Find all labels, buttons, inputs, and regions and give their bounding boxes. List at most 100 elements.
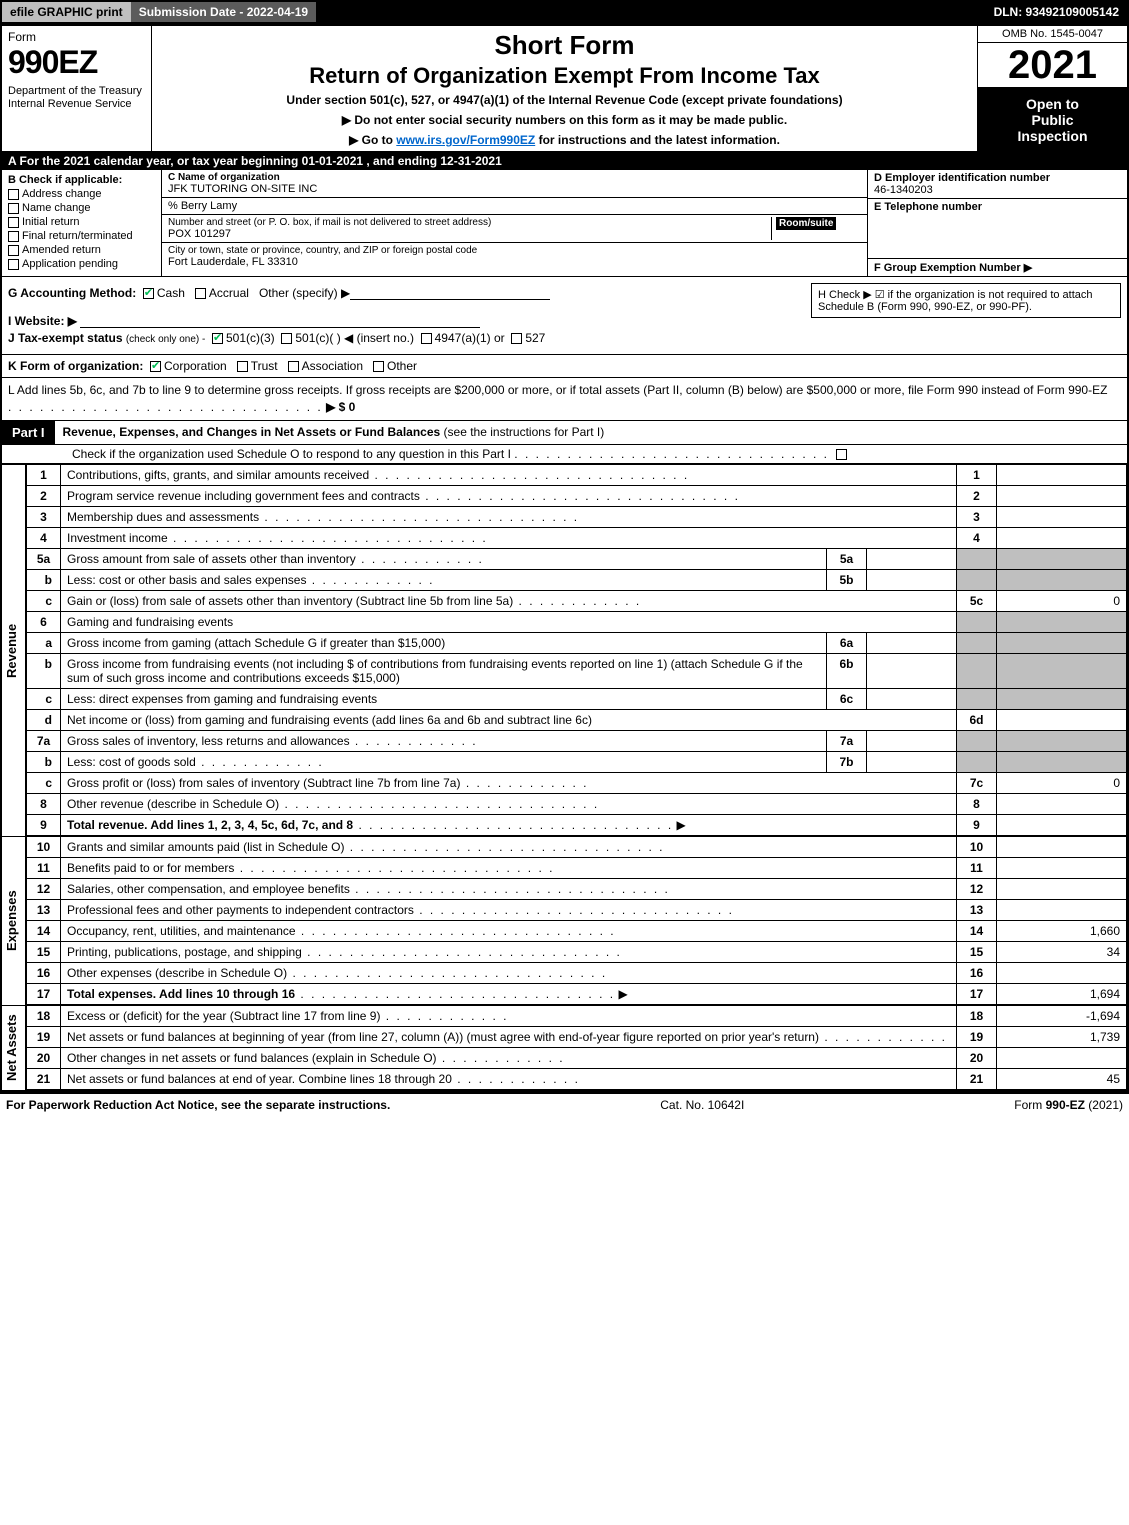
- group-exemption-block: F Group Exemption Number ▶: [868, 259, 1127, 276]
- chk-trust[interactable]: [237, 361, 248, 372]
- line-12: 12 Salaries, other compensation, and emp…: [27, 878, 1127, 899]
- org-name-row: C Name of organization JFK TUTORING ON-S…: [162, 170, 867, 198]
- street-row: Number and street (or P. O. box, if mail…: [162, 215, 867, 243]
- page-footer: For Paperwork Reduction Act Notice, see …: [0, 1092, 1129, 1116]
- k-other: Other: [387, 359, 417, 373]
- part1-check-box[interactable]: [836, 449, 847, 460]
- part1-check-text: Check if the organization used Schedule …: [72, 447, 511, 461]
- ein-value: 46-1340203: [874, 184, 1121, 196]
- chk-accrual[interactable]: [195, 288, 206, 299]
- expenses-table: 10 Grants and similar amounts paid (list…: [26, 836, 1127, 1005]
- city-value: Fort Lauderdale, FL 33310: [168, 256, 861, 268]
- chk-501c[interactable]: [281, 333, 292, 344]
- line-6c: c Less: direct expenses from gaming and …: [27, 688, 1127, 709]
- h-text: H Check ▶ ☑ if the organization is not r…: [818, 289, 1093, 313]
- short-form-title: Short Form: [158, 30, 971, 61]
- street-value: POX 101297: [168, 228, 771, 240]
- chk-name-change[interactable]: Name change: [8, 202, 155, 214]
- g-other: Other (specify) ▶: [259, 286, 350, 300]
- g-label: G Accounting Method:: [8, 286, 136, 300]
- goto-suffix: for instructions and the latest informat…: [535, 133, 780, 147]
- chk-address-change[interactable]: Address change: [8, 188, 155, 200]
- line-4: 4 Investment income 4: [27, 527, 1127, 548]
- net-assets-section: Net Assets 18 Excess or (deficit) for th…: [2, 1005, 1127, 1090]
- column-c: C Name of organization JFK TUTORING ON-S…: [162, 170, 867, 276]
- column-b: B Check if applicable: Address change Na…: [2, 170, 162, 276]
- top-bar: efile GRAPHIC print Submission Date - 20…: [0, 0, 1129, 24]
- chk-initial-return[interactable]: Initial return: [8, 216, 155, 228]
- line-10: 10 Grants and similar amounts paid (list…: [27, 836, 1127, 857]
- j-527: 527: [525, 331, 545, 345]
- line-11: 11 Benefits paid to or for members 11: [27, 857, 1127, 878]
- l-text: L Add lines 5b, 6c, and 7b to line 9 to …: [8, 383, 1107, 397]
- form-outer: Form 990EZ Department of the Treasury In…: [0, 24, 1129, 1092]
- line-5c: c Gain or (loss) from sale of assets oth…: [27, 590, 1127, 611]
- title-column: Short Form Return of Organization Exempt…: [152, 26, 977, 151]
- chk-association[interactable]: [288, 361, 299, 372]
- chk-corporation[interactable]: [150, 361, 161, 372]
- revenue-section: Revenue 1 Contributions, gifts, grants, …: [2, 464, 1127, 836]
- chk-501c3[interactable]: [212, 333, 223, 344]
- expenses-section: Expenses 10 Grants and similar amounts p…: [2, 836, 1127, 1005]
- net-assets-table: 18 Excess or (deficit) for the year (Sub…: [26, 1005, 1127, 1090]
- chk-4947[interactable]: [421, 333, 432, 344]
- g-cash: Cash: [157, 286, 185, 300]
- subtitle: Under section 501(c), 527, or 4947(a)(1)…: [158, 93, 971, 107]
- line-17: 17 Total expenses. Add lines 10 through …: [27, 983, 1127, 1004]
- part1-title: Revenue, Expenses, and Changes in Net As…: [55, 421, 1127, 444]
- section-b-through-f: B Check if applicable: Address change Na…: [2, 170, 1127, 277]
- line-18: 18 Excess or (deficit) for the year (Sub…: [27, 1005, 1127, 1026]
- section-ghij: H Check ▶ ☑ if the organization is not r…: [2, 277, 1127, 355]
- line-a: A For the 2021 calendar year, or tax yea…: [2, 152, 1127, 170]
- line-5a: 5a Gross amount from sale of assets othe…: [27, 548, 1127, 569]
- j-501c3: 501(c)(3): [226, 331, 275, 345]
- inspection-line2: Public: [982, 112, 1123, 128]
- line-13: 13 Professional fees and other payments …: [27, 899, 1127, 920]
- line-5b: b Less: cost or other basis and sales ex…: [27, 569, 1127, 590]
- d-label: D Employer identification number: [874, 172, 1121, 184]
- expenses-side-label: Expenses: [2, 836, 26, 1005]
- j-501c: 501(c)( ) ◀ (insert no.): [295, 331, 414, 345]
- goto-prefix: ▶ Go to: [349, 133, 396, 147]
- i-label: I Website: ▶: [8, 314, 77, 328]
- line-8: 8 Other revenue (describe in Schedule O)…: [27, 793, 1127, 814]
- line-14: 14 Occupancy, rent, utilities, and maint…: [27, 920, 1127, 941]
- line-21: 21 Net assets or fund balances at end of…: [27, 1068, 1127, 1089]
- l-amount: ▶ $ 0: [326, 400, 355, 414]
- form-number: 990EZ: [8, 44, 145, 81]
- tax-year: 2021: [978, 43, 1127, 88]
- chk-other[interactable]: [373, 361, 384, 372]
- net-assets-side-label: Net Assets: [2, 1005, 26, 1090]
- inspection-badge: Open to Public Inspection: [978, 88, 1127, 151]
- website-input[interactable]: [80, 316, 480, 328]
- line-7a: 7a Gross sales of inventory, less return…: [27, 730, 1127, 751]
- j-4947: 4947(a)(1) or: [435, 331, 505, 345]
- j-label: J Tax-exempt status: [8, 331, 123, 345]
- line-3: 3 Membership dues and assessments 3: [27, 506, 1127, 527]
- revenue-table: 1 Contributions, gifts, grants, and simi…: [26, 464, 1127, 836]
- department-label: Department of the Treasury Internal Reve…: [8, 85, 145, 111]
- footer-center: Cat. No. 10642I: [660, 1098, 744, 1112]
- k-association: Association: [302, 359, 363, 373]
- part1-check-row: Check if the organization used Schedule …: [2, 445, 1127, 464]
- chk-application-pending[interactable]: Application pending: [8, 258, 155, 270]
- irs-link[interactable]: www.irs.gov/Form990EZ: [396, 133, 535, 147]
- inspection-line1: Open to: [982, 96, 1123, 112]
- revenue-side-label: Revenue: [2, 464, 26, 836]
- b-title: B Check if applicable:: [8, 174, 155, 186]
- city-label: City or town, state or province, country…: [168, 245, 861, 256]
- room-label: Room/suite: [776, 217, 836, 230]
- g-accrual: Accrual: [209, 286, 249, 300]
- chk-cash[interactable]: [143, 288, 154, 299]
- city-row: City or town, state or province, country…: [162, 243, 867, 270]
- submission-date-segment: Submission Date - 2022-04-19: [131, 2, 316, 22]
- instructions-line: ▶ Go to www.irs.gov/Form990EZ for instru…: [158, 133, 971, 147]
- chk-527[interactable]: [511, 333, 522, 344]
- form-header: Form 990EZ Department of the Treasury In…: [2, 26, 1127, 152]
- chk-final-return[interactable]: Final return/terminated: [8, 230, 155, 242]
- chk-amended-return[interactable]: Amended return: [8, 244, 155, 256]
- part1-header: Part I Revenue, Expenses, and Changes in…: [2, 421, 1127, 445]
- line-9: 9 Total revenue. Add lines 1, 2, 3, 4, 5…: [27, 814, 1127, 835]
- line-2: 2 Program service revenue including gove…: [27, 485, 1127, 506]
- g-other-input[interactable]: [350, 288, 550, 300]
